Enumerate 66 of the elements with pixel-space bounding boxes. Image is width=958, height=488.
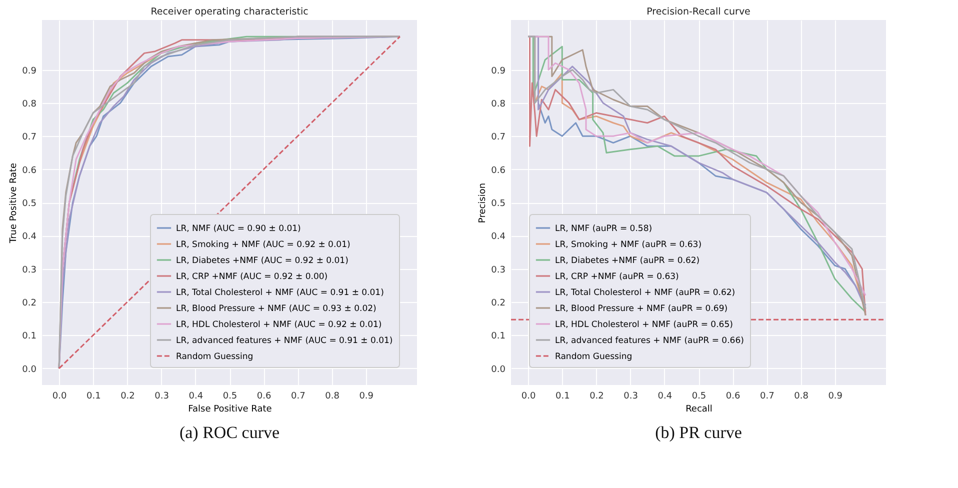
y-tick-label: 0.0 bbox=[22, 364, 37, 375]
y-tick-label: 0.6 bbox=[491, 166, 506, 176]
y-tick-label: 0.0 bbox=[491, 364, 506, 375]
legend-label: LR, Total Cholesterol + NMF (auPR = 0.62) bbox=[555, 288, 736, 298]
legend-label: LR, Diabetes +NMF (auPR = 0.62) bbox=[555, 256, 700, 266]
legend-label: LR, advanced features + NMF (auPR = 0.66) bbox=[555, 336, 744, 346]
legend-label: LR, CRP +NMF (auPR = 0.63) bbox=[555, 272, 679, 282]
x-tick-label: 0.6 bbox=[256, 392, 272, 402]
x-tick-label: 0.2 bbox=[120, 392, 135, 402]
y-tick-label: 0.7 bbox=[22, 132, 36, 143]
x-tick-label: 0.0 bbox=[521, 392, 536, 402]
y-tick-label: 0.2 bbox=[491, 298, 506, 309]
x-tick-label: 0.5 bbox=[692, 392, 706, 402]
legend-label: LR, Smoking + NMF (auPR = 0.63) bbox=[555, 240, 702, 250]
x-tick-label: 0.2 bbox=[590, 392, 604, 402]
x-tick-label: 0.7 bbox=[291, 392, 306, 402]
chart-title: Precision-Recall curve bbox=[646, 6, 751, 18]
x-tick-label: 0.9 bbox=[828, 392, 843, 402]
y-axis-title: Precision bbox=[478, 182, 488, 224]
legend-label: LR, Smoking + NMF (AUC = 0.92 ± 0.01) bbox=[176, 240, 350, 250]
legend-label: LR, CRP +NMF (AUC = 0.92 ± 0.00) bbox=[176, 272, 328, 282]
text: (b) PR curve bbox=[655, 423, 742, 442]
y-tick-label: 0.8 bbox=[491, 99, 506, 110]
x-axis-title: False Positive Rate bbox=[188, 404, 272, 414]
x-tick-label: 0.9 bbox=[359, 392, 374, 402]
y-tick-label: 0.5 bbox=[22, 199, 36, 209]
legend-label: LR, Total Cholesterol + NMF (AUC = 0.91 ± 0.01) bbox=[176, 288, 384, 298]
legend-label: LR, Blood Pressure + NMF (AUC = 0.93 ± 0.02) bbox=[176, 304, 376, 314]
legend-label: LR, Diabetes +NMF (AUC = 0.92 ± 0.01) bbox=[176, 256, 348, 266]
y-tick-label: 0.7 bbox=[491, 132, 506, 143]
x-axis-title: Recall bbox=[686, 404, 712, 414]
legend-label: LR, NMF (AUC = 0.90 ± 0.01) bbox=[176, 224, 301, 234]
y-axis-title: True Positive Rate bbox=[9, 162, 20, 244]
x-tick-label: 0.6 bbox=[726, 392, 741, 402]
x-tick-label: 0.4 bbox=[188, 392, 204, 402]
x-tick-label: 0.4 bbox=[658, 392, 672, 402]
y-tick-label: 0.3 bbox=[491, 265, 506, 276]
y-tick-label: 0.9 bbox=[22, 66, 37, 76]
y-tick-label: 0.4 bbox=[491, 232, 506, 242]
x-tick-label: 0.3 bbox=[624, 392, 638, 402]
chart-title: Receiver operating characteristic bbox=[150, 6, 308, 18]
x-tick-label: 0.8 bbox=[325, 392, 340, 402]
x-tick-label: 0.8 bbox=[794, 392, 809, 402]
y-tick-label: 0.9 bbox=[491, 66, 506, 76]
y-tick-label: 0.5 bbox=[491, 199, 506, 209]
legend-label: LR, HDL Cholesterol + NMF (AUC = 0.92 ± 0.01) bbox=[176, 320, 382, 330]
x-tick-label: 0.1 bbox=[86, 392, 101, 402]
y-tick-label: 0.4 bbox=[22, 232, 37, 242]
x-tick-label: 0.5 bbox=[222, 392, 238, 402]
x-tick-label: 0.3 bbox=[154, 392, 169, 402]
legend-label: LR, NMF (auPR = 0.58) bbox=[555, 224, 652, 234]
y-tick-label: 0.2 bbox=[22, 298, 36, 309]
y-tick-label: 0.8 bbox=[22, 99, 37, 110]
y-tick-label: 0.6 bbox=[22, 166, 37, 176]
legend-label: LR, HDL Cholesterol + NMF (auPR = 0.65) bbox=[555, 320, 733, 330]
legend-label: Random Guessing bbox=[555, 352, 632, 362]
legend-label: LR, advanced features + NMF (AUC = 0.91 ± 0.01) bbox=[176, 336, 393, 346]
x-tick-label: 0.1 bbox=[555, 392, 570, 402]
x-tick-label: 0.0 bbox=[52, 392, 67, 402]
legend-label: LR, Blood Pressure + NMF (auPR = 0.69) bbox=[555, 304, 728, 314]
y-tick-label: 0.3 bbox=[22, 265, 36, 276]
text: (a) ROC curve bbox=[179, 423, 280, 442]
y-tick-label: 0.1 bbox=[491, 332, 506, 342]
x-tick-label: 0.7 bbox=[760, 392, 774, 402]
y-tick-label: 0.1 bbox=[22, 332, 36, 342]
legend-label: Random Guessing bbox=[176, 352, 254, 362]
